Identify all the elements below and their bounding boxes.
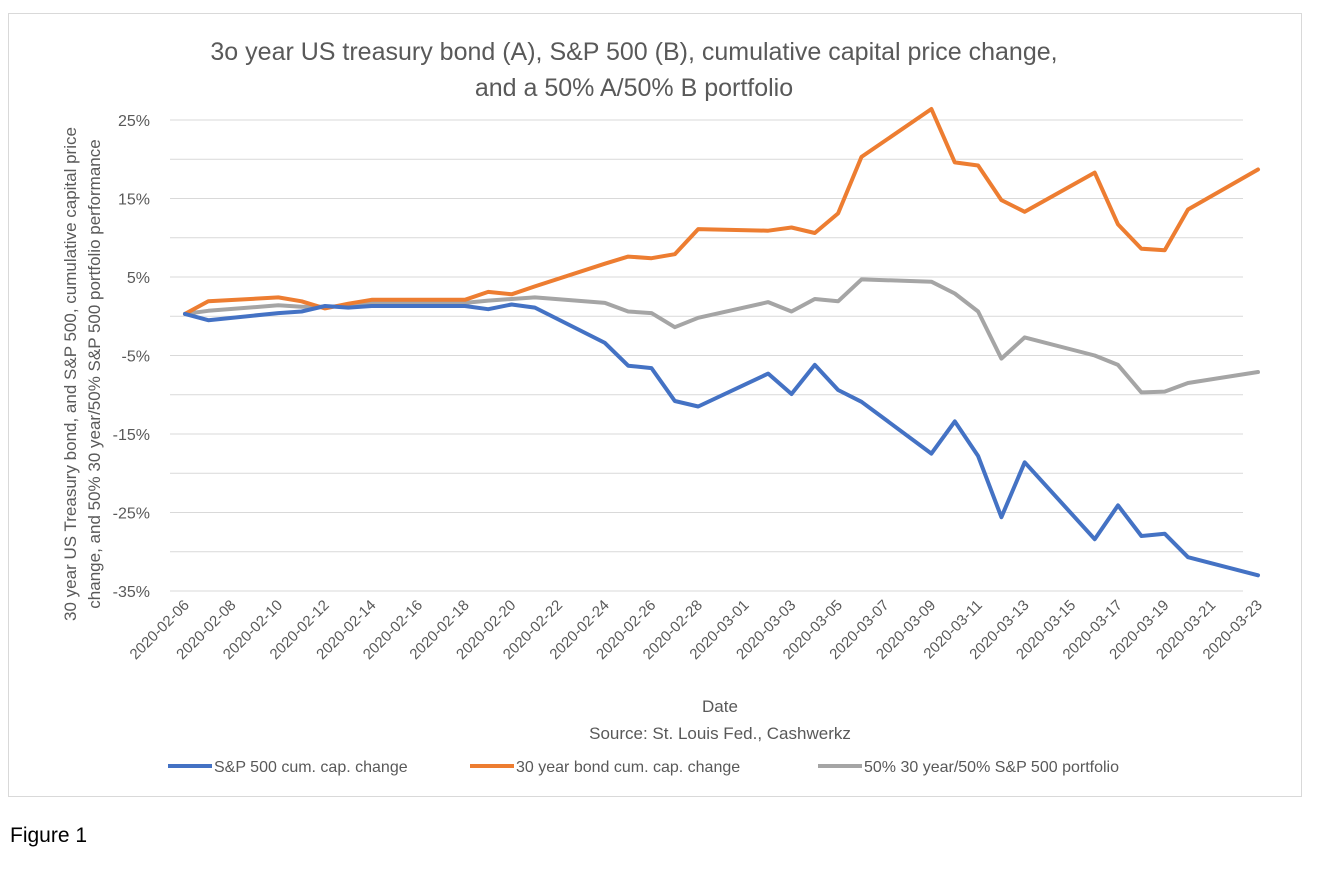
source-note: Source: St. Louis Fed., Cashwerkz <box>589 724 851 743</box>
series-line <box>183 107 1260 316</box>
legend-label: S&P 500 cum. cap. change <box>214 759 408 776</box>
chart-title-line-2: and a 50% A/50% B portfolio <box>475 74 793 102</box>
figure-caption: Figure 1 <box>10 824 88 847</box>
legend-label: 30 year bond cum. cap. change <box>516 759 740 776</box>
gridlines <box>170 119 1243 592</box>
y-tick-label: -15% <box>113 427 150 444</box>
chart-frame <box>8 13 1302 797</box>
series-line <box>183 277 1260 395</box>
y-tick-label: -5% <box>122 349 150 366</box>
legend-label: 50% 30 year/50% S&P 500 portfolio <box>864 759 1119 776</box>
y-tick-label: -35% <box>113 584 150 601</box>
x-axis-tick-labels: 2020-02-062020-02-082020-02-102020-02-12… <box>127 597 1266 663</box>
x-axis-label: Date <box>702 697 738 716</box>
y-tick-label: 25% <box>118 113 150 130</box>
chart-title-line-1: 3o year US treasury bond (A), S&P 500 (B… <box>210 38 1057 66</box>
series-lines <box>183 107 1260 578</box>
y-axis-tick-labels: 25% 15% 5% -5% -15% -25% -35% <box>113 113 150 601</box>
y-tick-label: -25% <box>113 506 150 523</box>
y-axis-label-line-2: change, and 50% 30 year/50% S&P 500 port… <box>85 139 104 608</box>
y-axis-label-line-1: 30 year US Treasury bond, and S&P 500, c… <box>61 127 80 621</box>
y-tick-label: 5% <box>127 270 150 287</box>
series-line <box>183 302 1260 578</box>
legend: S&P 500 cum. cap. change 30 year bond cum… <box>168 759 1119 776</box>
y-tick-label: 15% <box>118 192 150 209</box>
